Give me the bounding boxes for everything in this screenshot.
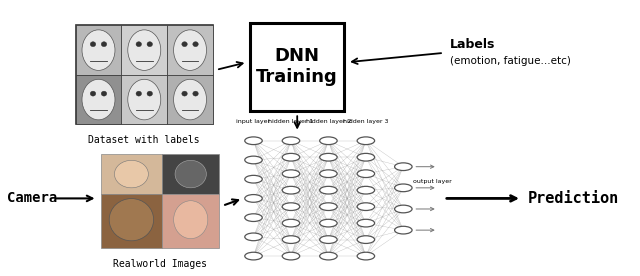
- Circle shape: [320, 137, 337, 145]
- Ellipse shape: [193, 91, 198, 96]
- Circle shape: [395, 226, 412, 234]
- Circle shape: [244, 175, 262, 183]
- Bar: [163, 194, 219, 248]
- Circle shape: [282, 186, 300, 194]
- Bar: [167, 25, 213, 75]
- Circle shape: [282, 219, 300, 227]
- Circle shape: [282, 236, 300, 243]
- Bar: [250, 23, 344, 111]
- Circle shape: [320, 186, 337, 194]
- Bar: [76, 25, 213, 124]
- Bar: [122, 75, 167, 124]
- Text: hidden layer 2: hidden layer 2: [306, 119, 351, 124]
- Ellipse shape: [101, 42, 107, 47]
- Ellipse shape: [182, 42, 188, 47]
- Circle shape: [320, 219, 337, 227]
- Text: Labels: Labels: [450, 38, 495, 51]
- Text: hidden layer 3: hidden layer 3: [343, 119, 388, 124]
- Ellipse shape: [82, 30, 115, 70]
- Text: output layer: output layer: [413, 179, 451, 184]
- Ellipse shape: [173, 201, 208, 239]
- Bar: [122, 25, 167, 75]
- Ellipse shape: [147, 42, 152, 47]
- Ellipse shape: [128, 30, 161, 70]
- Ellipse shape: [90, 91, 96, 96]
- Circle shape: [244, 233, 262, 241]
- Circle shape: [357, 236, 374, 243]
- Bar: [100, 194, 163, 248]
- Circle shape: [320, 170, 337, 177]
- Circle shape: [320, 153, 337, 161]
- Ellipse shape: [101, 91, 107, 96]
- Circle shape: [282, 137, 300, 145]
- Ellipse shape: [147, 91, 152, 96]
- Circle shape: [320, 203, 337, 211]
- Circle shape: [282, 203, 300, 211]
- Text: Prediction: Prediction: [528, 191, 620, 206]
- Text: input layer: input layer: [236, 119, 271, 124]
- Text: Realworld Images: Realworld Images: [113, 259, 207, 269]
- Bar: [167, 75, 213, 124]
- Text: Camera: Camera: [7, 192, 57, 205]
- Bar: [163, 155, 219, 194]
- Circle shape: [395, 163, 412, 171]
- Ellipse shape: [136, 91, 141, 96]
- Ellipse shape: [175, 160, 206, 188]
- Circle shape: [320, 252, 337, 260]
- Circle shape: [395, 184, 412, 192]
- Text: DNN
Training: DNN Training: [257, 47, 338, 86]
- Ellipse shape: [182, 91, 188, 96]
- Ellipse shape: [128, 79, 161, 120]
- Circle shape: [357, 252, 374, 260]
- Ellipse shape: [136, 42, 141, 47]
- Ellipse shape: [90, 42, 96, 47]
- Circle shape: [244, 156, 262, 164]
- Circle shape: [357, 170, 374, 177]
- Circle shape: [357, 137, 374, 145]
- Circle shape: [282, 153, 300, 161]
- Ellipse shape: [115, 160, 148, 188]
- Ellipse shape: [193, 42, 198, 47]
- Circle shape: [320, 236, 337, 243]
- Circle shape: [244, 252, 262, 260]
- Circle shape: [244, 137, 262, 145]
- Circle shape: [357, 203, 374, 211]
- Circle shape: [282, 170, 300, 177]
- Circle shape: [395, 205, 412, 213]
- Text: (emotion, fatigue...etc): (emotion, fatigue...etc): [450, 56, 571, 66]
- Bar: [76, 25, 122, 75]
- Circle shape: [244, 214, 262, 221]
- Ellipse shape: [173, 30, 207, 70]
- Bar: [100, 155, 163, 194]
- Ellipse shape: [109, 198, 154, 241]
- Circle shape: [244, 195, 262, 202]
- Circle shape: [357, 219, 374, 227]
- Text: Dataset with labels: Dataset with labels: [88, 135, 200, 145]
- Ellipse shape: [173, 79, 207, 120]
- Circle shape: [282, 252, 300, 260]
- Bar: [76, 75, 122, 124]
- Circle shape: [357, 186, 374, 194]
- Circle shape: [357, 153, 374, 161]
- Ellipse shape: [82, 79, 115, 120]
- Text: hidden layer 1: hidden layer 1: [268, 119, 314, 124]
